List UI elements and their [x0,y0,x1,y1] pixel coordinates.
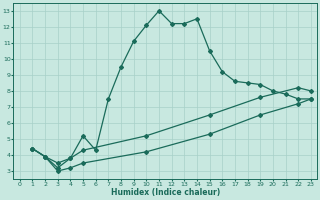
X-axis label: Humidex (Indice chaleur): Humidex (Indice chaleur) [111,188,220,197]
